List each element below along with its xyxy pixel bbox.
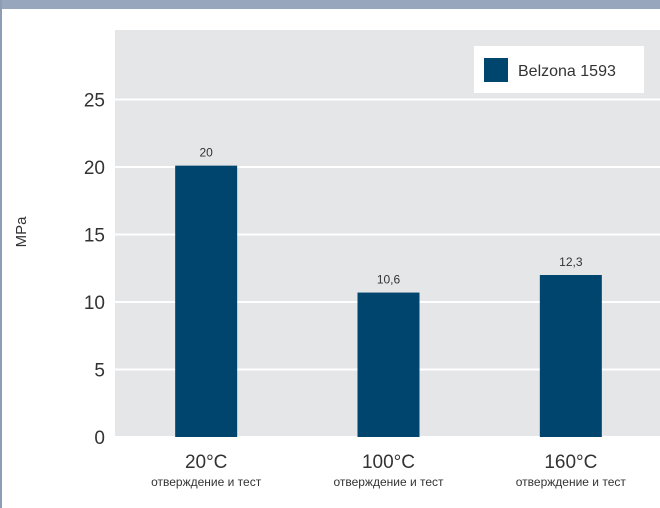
y-tick-label-25: 25 — [84, 91, 105, 112]
category-label-0: 20°C — [185, 452, 227, 473]
category-label-1: 100°C — [362, 452, 415, 473]
y-tick-label-0: 0 — [94, 428, 105, 449]
category-sublabel-1: отверждение и тест — [333, 475, 444, 489]
bar-2 — [539, 275, 602, 437]
y-tick-label-5: 5 — [94, 361, 105, 382]
bar-1 — [357, 292, 420, 437]
top-band — [2, 0, 660, 9]
category-label-2: 160°C — [544, 452, 597, 473]
data-label-0: 20 — [199, 146, 213, 160]
legend-label: Belzona 1593 — [518, 63, 616, 80]
y-axis-label: MPa — [13, 216, 30, 248]
data-label-1: 10,6 — [377, 273, 401, 287]
bar-0 — [175, 165, 238, 437]
category-sublabel-2: отверждение и тест — [516, 475, 627, 489]
y-axis-ticks: 0 5 10 15 20 25 — [84, 91, 105, 450]
legend-swatch — [484, 58, 508, 82]
category-sublabel-0: отверждение и тест — [151, 475, 262, 489]
y-tick-label-10: 10 — [84, 293, 105, 314]
data-label-2: 12,3 — [559, 255, 583, 269]
bars: 20 10,6 12,3 — [175, 146, 602, 437]
y-tick-label-20: 20 — [84, 158, 105, 179]
y-tick-label-15: 15 — [84, 226, 105, 247]
x-axis-categories: 20°C отверждение и тест 100°C отверждение и… — [151, 452, 626, 489]
legend: Belzona 1593 — [474, 46, 644, 93]
